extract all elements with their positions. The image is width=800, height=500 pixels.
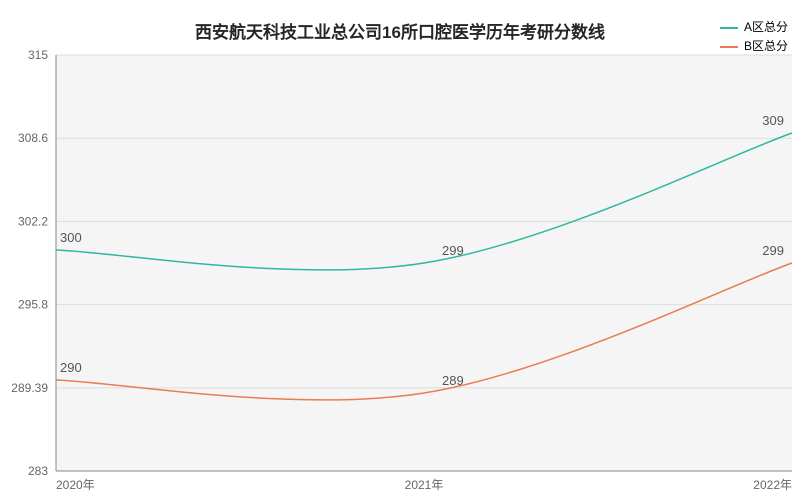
line-chart: 西安航天科技工业总公司16所口腔医学历年考研分数线 A区总分 B区总分 2832… [0, 0, 800, 500]
ytick-label: 302.2 [18, 214, 48, 228]
legend-swatch-b [720, 46, 738, 48]
point-label: 290 [60, 360, 82, 375]
legend-item-a: A区总分 [720, 18, 788, 37]
xtick-label: 2020年 [56, 478, 95, 492]
ytick-label: 283 [28, 464, 48, 478]
point-label: 300 [60, 230, 82, 245]
legend-label-a: A区总分 [744, 18, 788, 37]
point-label: 299 [762, 243, 784, 258]
xtick-label: 2022年 [753, 478, 792, 492]
point-label: 299 [442, 243, 464, 258]
xtick-label: 2021年 [405, 478, 444, 492]
point-label: 309 [762, 113, 784, 128]
legend-label-b: B区总分 [744, 37, 788, 56]
chart-svg: 283 289.39 295.8 302.2 308.6 315 2020年 2021年 202… [0, 0, 800, 500]
ytick-label: 315 [28, 48, 48, 62]
legend-swatch-a [720, 27, 738, 29]
ytick-label: 289.39 [11, 381, 48, 395]
ytick-label: 295.8 [18, 298, 48, 312]
legend: A区总分 B区总分 [720, 18, 788, 56]
point-label: 289 [442, 373, 464, 388]
chart-title: 西安航天科技工业总公司16所口腔医学历年考研分数线 [0, 18, 800, 43]
ytick-label: 308.6 [18, 131, 48, 145]
legend-item-b: B区总分 [720, 37, 788, 56]
